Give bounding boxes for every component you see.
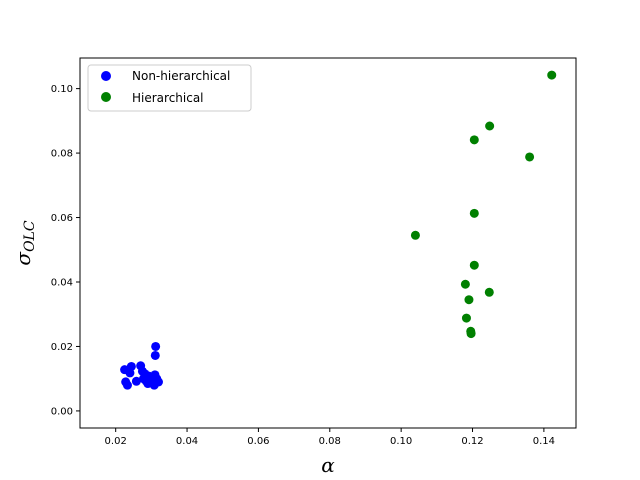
y-tick-label: 0.02 xyxy=(51,342,73,353)
point-hierarchical xyxy=(410,230,420,240)
y-tick-label: 0.08 xyxy=(51,149,73,160)
x-tick-label: 0.02 xyxy=(105,436,127,447)
point-hierarchical xyxy=(464,295,474,305)
x-tick-label: 0.04 xyxy=(176,436,198,447)
y-tick-label: 0.10 xyxy=(51,84,73,95)
legend-label-non-hierarchical: Non-hierarchical xyxy=(132,69,230,83)
point-hierarchical xyxy=(460,279,470,289)
legend-marker-non-hierarchical xyxy=(101,71,111,81)
y-axis-label: σOLC xyxy=(11,220,38,265)
x-tick-label: 0.06 xyxy=(247,436,269,447)
point-hierarchical xyxy=(469,135,479,145)
y-axis-label-main: σ xyxy=(11,251,35,266)
point-hierarchical xyxy=(469,260,479,270)
point-hierarchical xyxy=(547,70,557,80)
point-hierarchical xyxy=(484,287,494,297)
legend: Non-hierarchical Hierarchical xyxy=(87,64,252,112)
y-axis-label-subscript: OLC xyxy=(22,220,38,252)
point-hierarchical xyxy=(469,208,479,218)
point-hierarchical xyxy=(485,121,495,131)
legend-label-hierarchical: Hierarchical xyxy=(132,91,204,105)
point-hierarchical xyxy=(466,329,476,339)
x-tick-label: 0.10 xyxy=(390,436,412,447)
axes-layer: 0.02 0.04 0.06 0.08 0.10 0.12 0.14 0.00 0.02 0.04… xyxy=(51,84,555,447)
plot-frame xyxy=(79,57,577,429)
x-axis-label: α xyxy=(321,453,335,477)
point-non-hierarchical xyxy=(150,350,160,360)
point-non-hierarchical xyxy=(131,376,141,386)
point-non-hierarchical xyxy=(154,377,164,387)
y-tick-label: 0.00 xyxy=(51,406,73,417)
point-hierarchical xyxy=(461,313,471,323)
legend-marker-hierarchical xyxy=(101,92,111,102)
point-non-hierarchical xyxy=(126,361,136,371)
x-tick-label: 0.14 xyxy=(533,436,555,447)
point-non-hierarchical xyxy=(151,341,161,351)
y-tick-label: 0.04 xyxy=(51,277,73,288)
x-tick-label: 0.08 xyxy=(319,436,341,447)
point-non-hierarchical xyxy=(122,380,132,390)
point-hierarchical xyxy=(525,152,535,162)
points-layer xyxy=(120,70,557,390)
legend-box xyxy=(87,64,252,112)
y-tick-label: 0.06 xyxy=(51,213,73,224)
x-tick-label: 0.12 xyxy=(461,436,483,447)
